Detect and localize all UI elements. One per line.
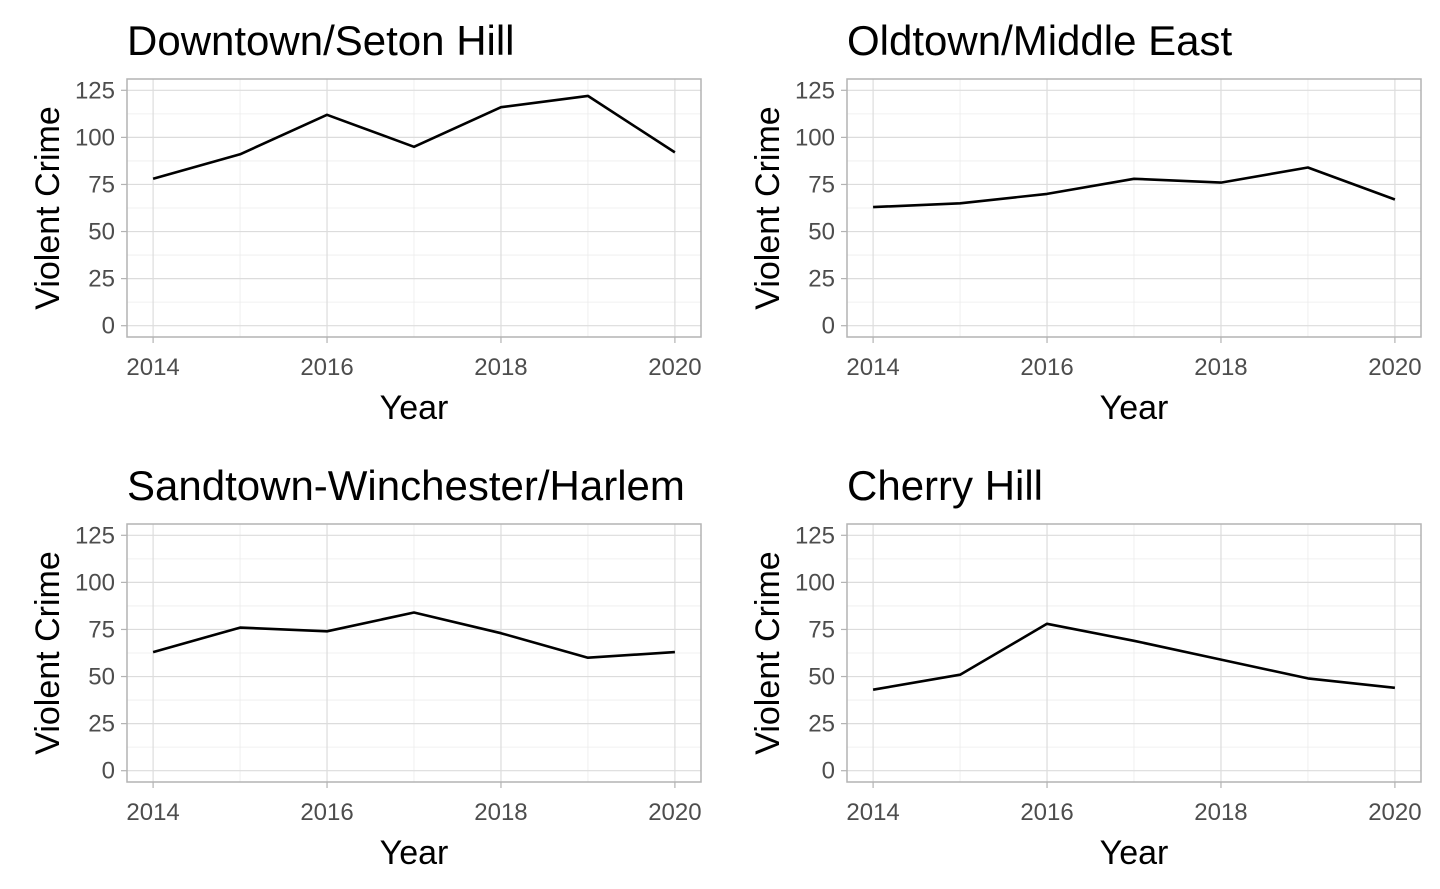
y-tick-label: 125 xyxy=(75,77,115,104)
chart-panel: 2014 2016 2018 2020 0 25 50 75 100 125 Oldtown/Mid… xyxy=(749,17,1422,427)
x-tick-label: 2014 xyxy=(846,354,899,381)
x-axis-title: Year xyxy=(1100,389,1169,427)
y-tick-label: 100 xyxy=(795,124,835,151)
x-tick-label: 2016 xyxy=(1020,354,1073,381)
y-axis-title: Violent Crime xyxy=(29,106,67,309)
y-tick-label: 75 xyxy=(808,171,835,198)
y-tick-label: 125 xyxy=(75,522,115,549)
x-axis-title: Year xyxy=(1100,834,1169,872)
panel-title: Oldtown/Middle East xyxy=(847,17,1233,64)
y-tick-label: 50 xyxy=(808,664,835,691)
x-axis-title: Year xyxy=(380,834,449,872)
x-tick-label: 2018 xyxy=(1194,799,1247,826)
chart-panel: 2014 2016 2018 2020 0 25 50 75 100 125 Sandtown-Wi… xyxy=(29,462,702,872)
x-tick-label: 2014 xyxy=(126,799,179,826)
y-tick-label: 0 xyxy=(822,758,835,785)
x-tick-label: 2014 xyxy=(846,799,899,826)
panel-title: Downtown/Seton Hill xyxy=(127,17,515,64)
x-tick-label: 2020 xyxy=(1368,799,1421,826)
y-tick-label: 100 xyxy=(795,569,835,596)
y-tick-label: 50 xyxy=(88,664,115,691)
y-tick-label: 25 xyxy=(88,711,115,738)
y-axis-title: Violent Crime xyxy=(749,551,787,754)
y-tick-label: 25 xyxy=(808,711,835,738)
y-axis-title: Violent Crime xyxy=(29,551,67,754)
chart-panel: 2014 2016 2018 2020 0 25 50 75 100 125 Cherry Hill… xyxy=(749,462,1422,872)
x-tick-label: 2016 xyxy=(300,354,353,381)
x-tick-label: 2020 xyxy=(648,354,701,381)
x-tick-label: 2018 xyxy=(474,799,527,826)
y-tick-label: 75 xyxy=(88,616,115,643)
x-tick-label: 2020 xyxy=(648,799,701,826)
y-tick-label: 0 xyxy=(102,758,115,785)
y-tick-label: 125 xyxy=(795,77,835,104)
y-tick-label: 25 xyxy=(808,266,835,293)
y-tick-label: 25 xyxy=(88,266,115,293)
x-tick-label: 2020 xyxy=(1368,354,1421,381)
y-tick-label: 50 xyxy=(88,219,115,246)
panel-title: Cherry Hill xyxy=(847,462,1043,509)
x-tick-label: 2014 xyxy=(126,354,179,381)
y-tick-label: 50 xyxy=(808,219,835,246)
chart-panel: 2014 2016 2018 2020 0 25 50 75 100 125 Downtown/Se… xyxy=(29,17,702,427)
x-axis-title: Year xyxy=(380,389,449,427)
y-tick-label: 100 xyxy=(75,124,115,151)
x-tick-label: 2018 xyxy=(1194,354,1247,381)
y-tick-label: 0 xyxy=(822,313,835,340)
y-axis-title: Violent Crime xyxy=(749,106,787,309)
x-tick-label: 2016 xyxy=(1020,799,1073,826)
panel-title: Sandtown-Winchester/Harlem xyxy=(127,462,685,509)
x-tick-label: 2016 xyxy=(300,799,353,826)
y-tick-label: 75 xyxy=(88,171,115,198)
y-tick-label: 100 xyxy=(75,569,115,596)
y-tick-label: 75 xyxy=(808,616,835,643)
y-tick-label: 125 xyxy=(795,522,835,549)
y-tick-label: 0 xyxy=(102,313,115,340)
x-tick-label: 2018 xyxy=(474,354,527,381)
